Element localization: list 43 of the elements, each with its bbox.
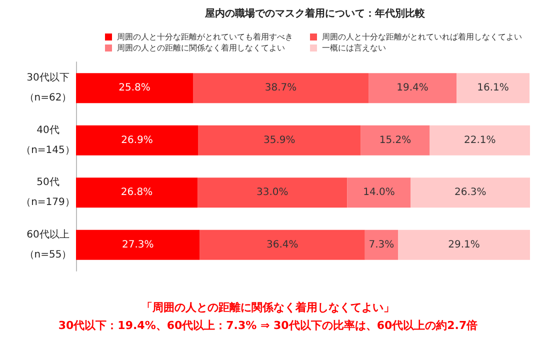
y-tick-label: 50代（n=179） [21, 177, 75, 208]
legend-label: 一概には言えない [322, 44, 386, 52]
data-label: 33.0% [256, 187, 288, 198]
data-label: 22.1% [464, 134, 496, 146]
bar [430, 125, 530, 156]
bar [198, 125, 361, 156]
bar [360, 125, 430, 156]
bar [347, 178, 411, 208]
data-label: 19.4% [396, 82, 428, 94]
bar [76, 73, 194, 104]
y-tick-label: 60代以上（n=55） [24, 228, 72, 260]
bar [398, 230, 530, 260]
data-label: 38.7% [264, 82, 297, 94]
chart-title: 屋内の職場でのマスク着用について：年代別比較 [204, 8, 426, 20]
text: 「周囲の人との距離に関係なく着用しなくてよい」 [142, 301, 394, 314]
legend-label: 周囲の人と十分な距離がとれていれば着用しなくてよい [322, 32, 522, 42]
bar [193, 73, 369, 104]
text: 30代以下：19.4%、60代以上：7.3% ⇒ 30代以下の比率は、60代以上の約2.7倍 [58, 319, 478, 332]
data-label: 26.9% [121, 134, 153, 146]
bar [456, 73, 530, 104]
bar [364, 230, 398, 260]
data-label: 25.8% [118, 82, 150, 94]
legend-label: 周囲の人との距離に関係なく着用しなくてよい [117, 44, 285, 52]
data-label: 15.2% [379, 134, 412, 146]
data-label: 16.1% [477, 82, 509, 94]
bar [76, 230, 200, 260]
data-label: 14.0% [363, 187, 395, 198]
bar [76, 125, 198, 156]
bar [198, 178, 348, 208]
bar [200, 230, 365, 260]
data-label: 29.1% [448, 239, 480, 250]
y-tick-label: 40代（n=145） [21, 124, 75, 156]
data-label: 26.8% [120, 187, 153, 198]
legend-label: 周囲の人と十分な距離がとれていても着用すべき [117, 32, 293, 42]
data-label: 7.3% [368, 239, 394, 250]
data-label: 27.3% [122, 239, 154, 250]
bar [76, 178, 198, 208]
data-label: 36.4% [266, 239, 298, 250]
bar [410, 178, 530, 208]
y-tick-label: 30代以下（n=62） [24, 72, 72, 104]
data-label: 26.3% [454, 187, 486, 198]
bar [368, 73, 457, 104]
data-label: 35.9% [264, 134, 296, 146]
